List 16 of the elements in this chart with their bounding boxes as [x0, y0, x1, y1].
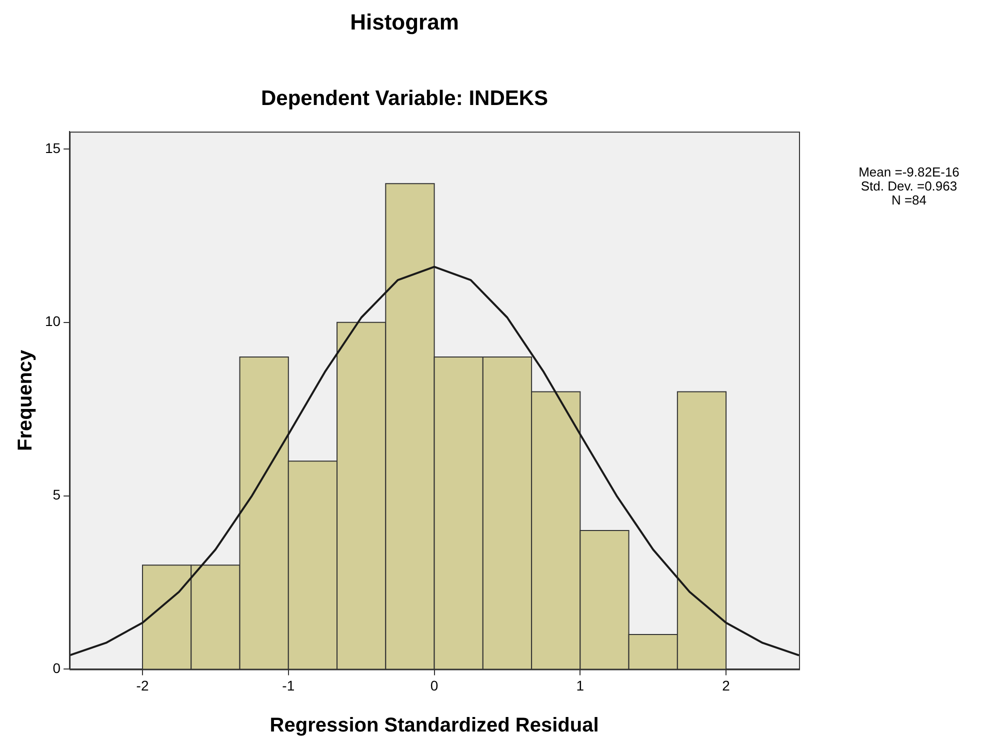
- y-axis-title: Frequency: [14, 348, 37, 451]
- y-tick-label: 5: [52, 486, 61, 503]
- x-axis-title: Regression Standardized Residual: [270, 714, 599, 737]
- y-tick-label: 0: [52, 660, 61, 676]
- x-tick-label: 0: [430, 677, 438, 694]
- x-tick-label: 1: [576, 677, 584, 694]
- x-tick-label: 2: [722, 677, 730, 694]
- x-tick-label: -2: [136, 677, 149, 694]
- x-tick-label: -1: [282, 677, 295, 694]
- y-tick-label: 10: [44, 313, 61, 330]
- chart-title: Histogram: [350, 9, 459, 34]
- text: N =84: [891, 192, 927, 208]
- chart-subtitle: Dependent Variable: INDEKS: [260, 86, 548, 110]
- y-tick-label: 15: [44, 140, 61, 156]
- text: Mean =-9.82E-16: [858, 164, 960, 180]
- text: Std. Dev. =0.963: [860, 178, 958, 194]
